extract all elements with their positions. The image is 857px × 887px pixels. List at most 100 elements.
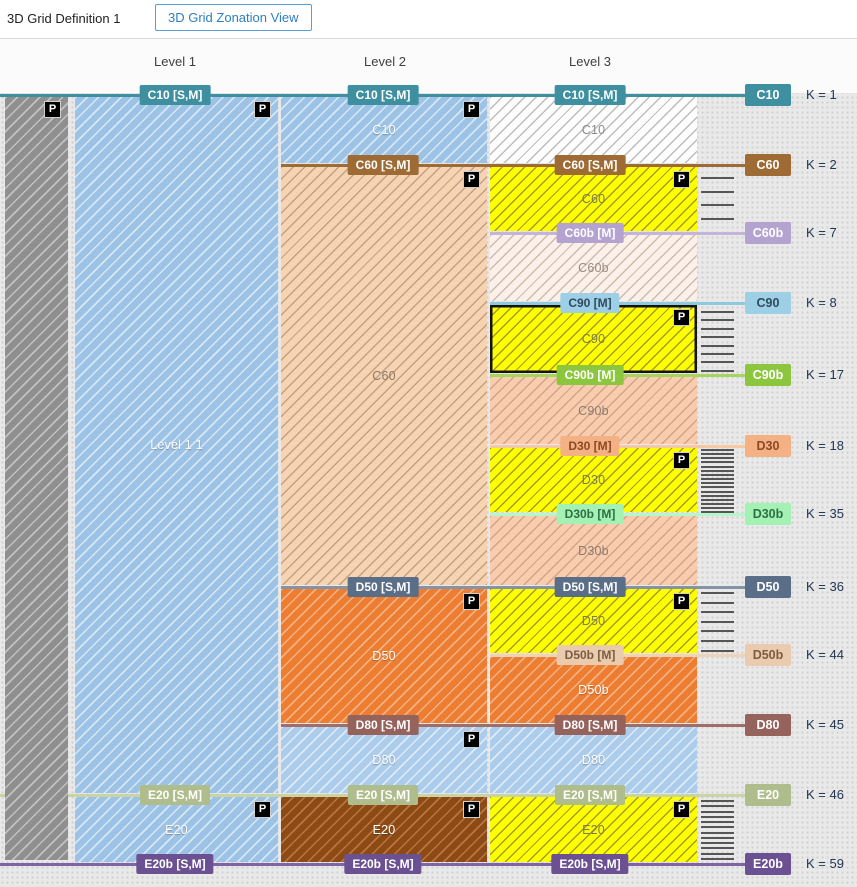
layer-tick-E20 xyxy=(701,826,734,829)
zone-label-level1-Level-1-1: Level 1 1 xyxy=(150,438,203,452)
pinned-marker-level3-E20[interactable]: P xyxy=(673,801,690,818)
k-value-D80: K = 45 xyxy=(806,717,844,732)
boundary-badge-C90[interactable]: C90 [M] xyxy=(560,293,620,313)
layer-tick-E20 xyxy=(701,800,734,802)
rail-zone-badge-C10[interactable]: C10 xyxy=(745,84,791,106)
zone-cell-level1-E20[interactable]: E20 P xyxy=(75,797,278,862)
rail-zone-badge-C60b[interactable]: C60b xyxy=(745,222,791,244)
zone-cell-level3-C90[interactable]: C90 P xyxy=(490,305,697,373)
boundary-badge-D80[interactable]: D80 [S,M] xyxy=(347,715,419,735)
pinned-marker-level3-D30[interactable]: P xyxy=(673,452,690,469)
boundary-badge-E20b[interactable]: E20b [S,M] xyxy=(551,854,629,874)
layer-tick-C60 xyxy=(701,204,734,207)
rail-zone-badge-C90b[interactable]: C90b xyxy=(745,364,791,386)
pinned-marker-level2-E20[interactable]: P xyxy=(463,801,480,818)
zone-cell-level3-D50[interactable]: D50 P xyxy=(490,589,697,653)
layer-tick-D30 xyxy=(701,473,734,476)
boundary-badge-D80[interactable]: D80 [S,M] xyxy=(554,715,626,735)
zone-cell-level3-D80[interactable]: D80 xyxy=(490,727,697,793)
title-bar: 3D Grid Definition 1 3D Grid Zonation Vi… xyxy=(0,0,857,38)
k-value-D50b: K = 44 xyxy=(806,647,844,662)
pinned-marker-level2-D80[interactable]: P xyxy=(463,731,480,748)
level-header-1: Level 1 xyxy=(154,54,196,69)
rail-zone-badge-E20b[interactable]: E20b xyxy=(745,853,791,875)
zone-label-level3-C60b: C60b xyxy=(578,261,609,275)
layer-tick-C60 xyxy=(701,190,734,193)
zone-cell-level1-Level-1-1[interactable]: Level 1 1 P xyxy=(75,97,278,793)
zone-cell-level3-D30[interactable]: D30 P xyxy=(490,448,697,512)
zone-cell-level3-D30b[interactable]: D30b xyxy=(490,516,697,585)
zone-cell-level3-C90b[interactable]: C90b xyxy=(490,377,697,444)
zone-label-level3-D50: D50 xyxy=(581,614,606,628)
boundary-badge-D50b[interactable]: D50b [M] xyxy=(556,645,624,665)
zone-cell-level3-C60[interactable]: C60 P xyxy=(490,167,697,231)
boundary-badge-C60b[interactable]: C60b [M] xyxy=(556,223,624,243)
boundary-badge-C10[interactable]: C10 [S,M] xyxy=(139,85,211,105)
pinned-marker-level3-D50[interactable]: P xyxy=(673,593,690,610)
pinned-marker-level1-E20[interactable]: P xyxy=(254,801,271,818)
rail-zone-badge-C90[interactable]: C90 xyxy=(745,292,791,314)
rail-zone-badge-D50b[interactable]: D50b xyxy=(745,644,791,666)
zone-label-level2-C10: C10 xyxy=(372,123,396,137)
layer-tick-C90 xyxy=(701,353,734,355)
k-value-C90: K = 8 xyxy=(806,295,837,310)
pinned-marker-level1-Level-1-1[interactable]: P xyxy=(254,101,271,118)
pinned-marker-pillar-pillar[interactable]: P xyxy=(44,101,61,118)
zone-cell-level2-D80[interactable]: D80 P xyxy=(281,727,487,793)
rail-zone-badge-E20[interactable]: E20 xyxy=(745,784,791,806)
boundary-badge-C10[interactable]: C10 [S,M] xyxy=(554,85,626,105)
column-header-band xyxy=(0,38,857,93)
rail-zone-badge-C60[interactable]: C60 xyxy=(745,154,791,176)
boundary-badge-E20[interactable]: E20 [S,M] xyxy=(347,785,419,805)
zone-cell-level2-D50[interactable]: D50 P xyxy=(281,589,487,723)
zone-cell-level3-C10[interactable]: C10 xyxy=(490,97,697,163)
zone-label-level3-C90: C90 xyxy=(581,332,606,346)
zone-label-level3-C90b: C90b xyxy=(578,403,609,418)
boundary-badge-D30b[interactable]: D30b [M] xyxy=(556,504,624,524)
layer-tick-E20 xyxy=(701,842,734,844)
layer-tick-D30 xyxy=(701,494,734,497)
zone-cell-level3-E20[interactable]: E20 P xyxy=(490,797,697,862)
rail-zone-badge-D30b[interactable]: D30b xyxy=(745,503,791,525)
zone-cell-level2-E20[interactable]: E20 P xyxy=(281,797,487,862)
boundary-line-D80 xyxy=(281,723,745,727)
boundary-badge-E20b[interactable]: E20b [S,M] xyxy=(136,854,214,874)
zone-cell-pillar-pillar[interactable]: P xyxy=(5,97,68,860)
boundary-badge-E20[interactable]: E20 [S,M] xyxy=(554,785,626,805)
boundary-badge-E20b[interactable]: E20b [S,M] xyxy=(344,854,422,874)
layer-tick-D30 xyxy=(701,465,734,468)
zone-cell-level2-C60[interactable]: C60 P xyxy=(281,167,487,585)
k-value-D30: K = 18 xyxy=(806,438,844,453)
layer-tick-D50 xyxy=(701,620,734,623)
boundary-badge-C60[interactable]: C60 [S,M] xyxy=(554,155,626,175)
layer-tick-D50 xyxy=(701,611,734,614)
boundary-badge-E20[interactable]: E20 [S,M] xyxy=(139,785,211,805)
pinned-marker-level3-C90[interactable]: P xyxy=(673,309,690,326)
layer-tick-C60 xyxy=(701,218,734,221)
boundary-badge-D50[interactable]: D50 [S,M] xyxy=(554,577,626,597)
boundary-badge-C60[interactable]: C60 [S,M] xyxy=(347,155,419,175)
rail-zone-badge-D80[interactable]: D80 xyxy=(745,714,791,736)
pinned-marker-level2-D50[interactable]: P xyxy=(463,593,480,610)
rail-zone-badge-D30[interactable]: D30 xyxy=(745,435,791,457)
layer-tick-C90 xyxy=(701,369,734,372)
layer-tick-D50 xyxy=(701,630,734,633)
layer-tick-D50 xyxy=(701,649,734,652)
layer-tick-D30 xyxy=(701,478,734,481)
zone-label-level2-D80: D80 xyxy=(372,753,396,767)
pinned-marker-level2-C10[interactable]: P xyxy=(463,101,480,118)
zone-label-level1-E20: E20 xyxy=(165,822,188,837)
boundary-badge-C90b[interactable]: C90b [M] xyxy=(556,365,624,385)
zone-cell-level3-D50b[interactable]: D50b xyxy=(490,657,697,723)
boundary-badge-C10[interactable]: C10 [S,M] xyxy=(347,85,419,105)
rail-zone-badge-D50[interactable]: D50 xyxy=(745,576,791,598)
boundary-badge-D30[interactable]: D30 [M] xyxy=(560,436,620,456)
pinned-marker-level2-C60[interactable]: P xyxy=(463,171,480,188)
layer-tick-C90 xyxy=(701,344,734,347)
zone-cell-level2-C10[interactable]: C10 P xyxy=(281,97,487,163)
zonation-view-button[interactable]: 3D Grid Zonation View xyxy=(155,4,312,31)
boundary-badge-D50[interactable]: D50 [S,M] xyxy=(347,577,419,597)
zone-cell-level3-C60b[interactable]: C60b xyxy=(490,235,697,301)
layer-tick-E20 xyxy=(701,810,734,813)
pinned-marker-level3-C60[interactable]: P xyxy=(673,171,690,188)
